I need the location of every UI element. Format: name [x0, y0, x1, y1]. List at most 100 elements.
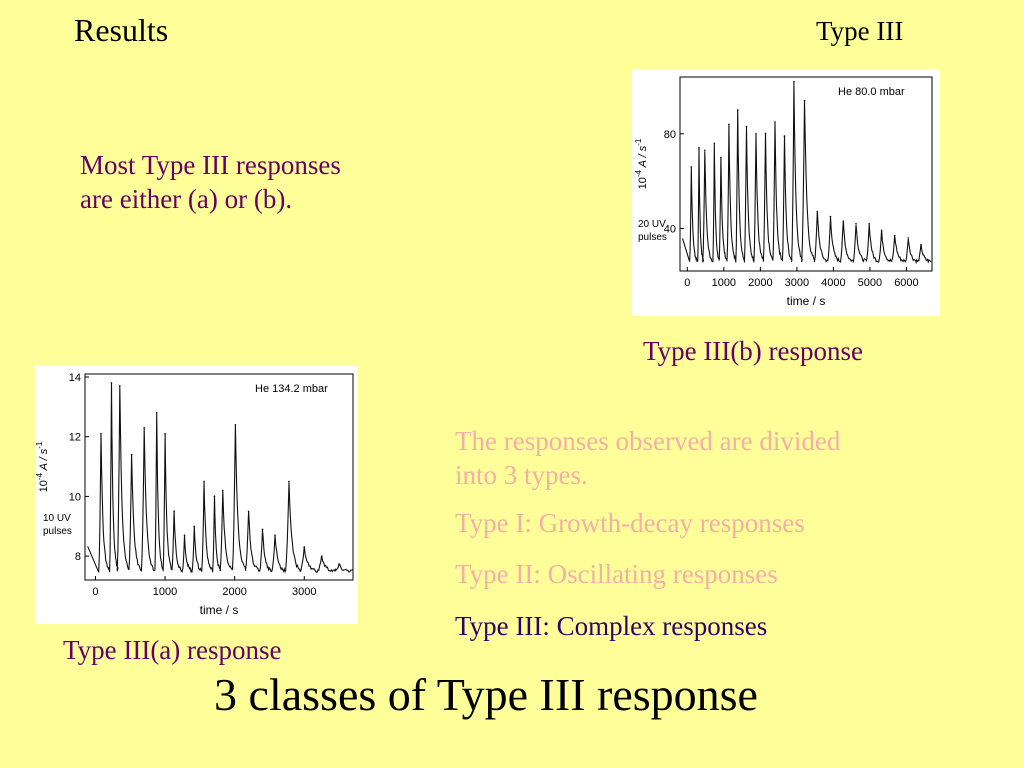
intro-text: Most Type III responses are either (a) o…	[80, 148, 341, 216]
y-label-unit: A / s	[637, 145, 649, 170]
x-tick-label: 0	[684, 277, 690, 289]
x-tick-label: 4000	[821, 277, 845, 289]
x-tick-label: 0	[92, 586, 98, 598]
peak-point	[303, 546, 306, 548]
y-tick-label: 40	[664, 223, 676, 235]
chart-type-iii-a: 0 1000 2000 3000 8 10 12 14 time / s 10-4 A / s-1…	[35, 366, 358, 624]
peak-point	[130, 453, 133, 456]
peak-point	[320, 555, 323, 557]
x-axis-label: time / s	[787, 294, 826, 308]
type-ii-item: Type II: Oscillating responses	[455, 559, 778, 589]
peak-point	[920, 244, 922, 246]
peak-point	[155, 412, 158, 414]
peak-point	[274, 534, 276, 537]
peak-point	[720, 156, 722, 159]
peak-point	[829, 215, 832, 218]
peak-point	[213, 495, 216, 498]
x-axis-label: time / s	[200, 603, 239, 617]
x-tick-label: 5000	[858, 277, 882, 289]
x-tick-label: 1000	[153, 586, 177, 598]
peak-point	[704, 149, 706, 152]
peak-point	[690, 166, 693, 168]
plot-frame	[679, 76, 933, 272]
pulses-label-line-1: 20 UV	[638, 219, 666, 230]
y-label-base: 10	[38, 480, 50, 492]
y-axis-label: 10-4 A / s-1	[634, 138, 649, 189]
plot-frame	[84, 373, 354, 581]
y-label-exp: -4	[35, 472, 44, 480]
intro-line-2: are either (a) or (b).	[80, 184, 293, 214]
pulses-label-line-2: pulses	[638, 232, 667, 243]
pulses-label-line-2: pulses	[43, 526, 72, 537]
slide-main-title: 3 classes of Type III response	[214, 669, 758, 720]
peak-point	[893, 234, 896, 237]
y-label-unit: A / s	[38, 448, 50, 473]
peak-point	[261, 528, 264, 531]
pressure-annotation: He 80.0 mbar	[838, 86, 905, 98]
y-label-exp2: -1	[35, 441, 44, 449]
y-axis-label: 10-4 A / s-1	[35, 441, 50, 492]
y-tick-label: 10	[69, 491, 81, 503]
pressure-annotation: He 134.2 mbar	[255, 383, 328, 395]
x-tick-label: 3000	[292, 586, 316, 598]
intro-line-1: Most Type III responses	[80, 150, 341, 180]
y-tick-label: 12	[69, 432, 81, 444]
peak-point	[234, 423, 237, 426]
x-tick-label: 1000	[712, 277, 736, 289]
x-tick-label: 2000	[748, 277, 772, 289]
x-tick-label: 3000	[785, 277, 809, 289]
peak-point	[698, 147, 700, 149]
response-trace	[681, 81, 932, 265]
peak-point	[203, 480, 205, 483]
peak-point	[183, 534, 186, 537]
y-tick-label: 14	[69, 372, 81, 384]
peak-point	[193, 525, 196, 528]
results-title: Results	[74, 12, 169, 48]
peak-point	[774, 121, 776, 123]
peak-point	[338, 564, 340, 566]
peak-point	[110, 382, 113, 384]
y-label-exp: -4	[634, 169, 643, 177]
peak-point	[119, 385, 121, 387]
peak-point	[164, 432, 166, 435]
peak-point	[745, 125, 748, 128]
type-i-item: Type I: Growth-decay responses	[455, 508, 805, 538]
response-trace	[87, 382, 353, 574]
peak-point	[868, 222, 870, 225]
x-tick-label: 2000	[222, 586, 246, 598]
peak-point	[100, 432, 102, 435]
peak-point	[842, 220, 845, 223]
peak-point	[755, 132, 757, 135]
peak-point	[880, 229, 883, 232]
peak-point	[816, 211, 819, 213]
x-tick-label: 6000	[894, 277, 918, 289]
peak-point	[736, 109, 739, 111]
caption-type-iii-a: Type III(a) response	[63, 635, 282, 665]
y-tick-label: 80	[664, 129, 676, 141]
peak-point	[793, 80, 795, 83]
peak-point	[173, 510, 175, 513]
peak-point	[803, 99, 806, 102]
types-intro: The responses observed are divided into …	[455, 424, 975, 492]
chart-type-iii-b: 0 1000 2000 3000 4000 5000 6000 40 80 time / s 10-…	[632, 69, 940, 316]
peak-point	[222, 489, 224, 492]
type-iii-item: Type III: Complex responses	[455, 611, 768, 641]
peak-point	[713, 142, 716, 145]
caption-type-iii-b: Type III(b) response	[643, 336, 864, 366]
peak-point	[764, 132, 767, 135]
type-heading: Type III	[816, 16, 904, 46]
peak-point	[143, 426, 145, 429]
peak-point	[288, 480, 290, 483]
peak-point	[728, 123, 730, 126]
y-tick-label: 8	[75, 551, 81, 563]
types-intro-line-2: into 3 types.	[455, 460, 588, 490]
y-label-exp2: -1	[634, 138, 643, 146]
peak-point	[907, 237, 910, 239]
peak-point	[783, 135, 786, 137]
pulses-label-line-1: 10 UV	[43, 513, 71, 524]
y-label-base: 10	[637, 177, 649, 189]
peak-point	[247, 510, 250, 513]
types-intro-line-1: The responses observed are divided	[455, 426, 841, 456]
